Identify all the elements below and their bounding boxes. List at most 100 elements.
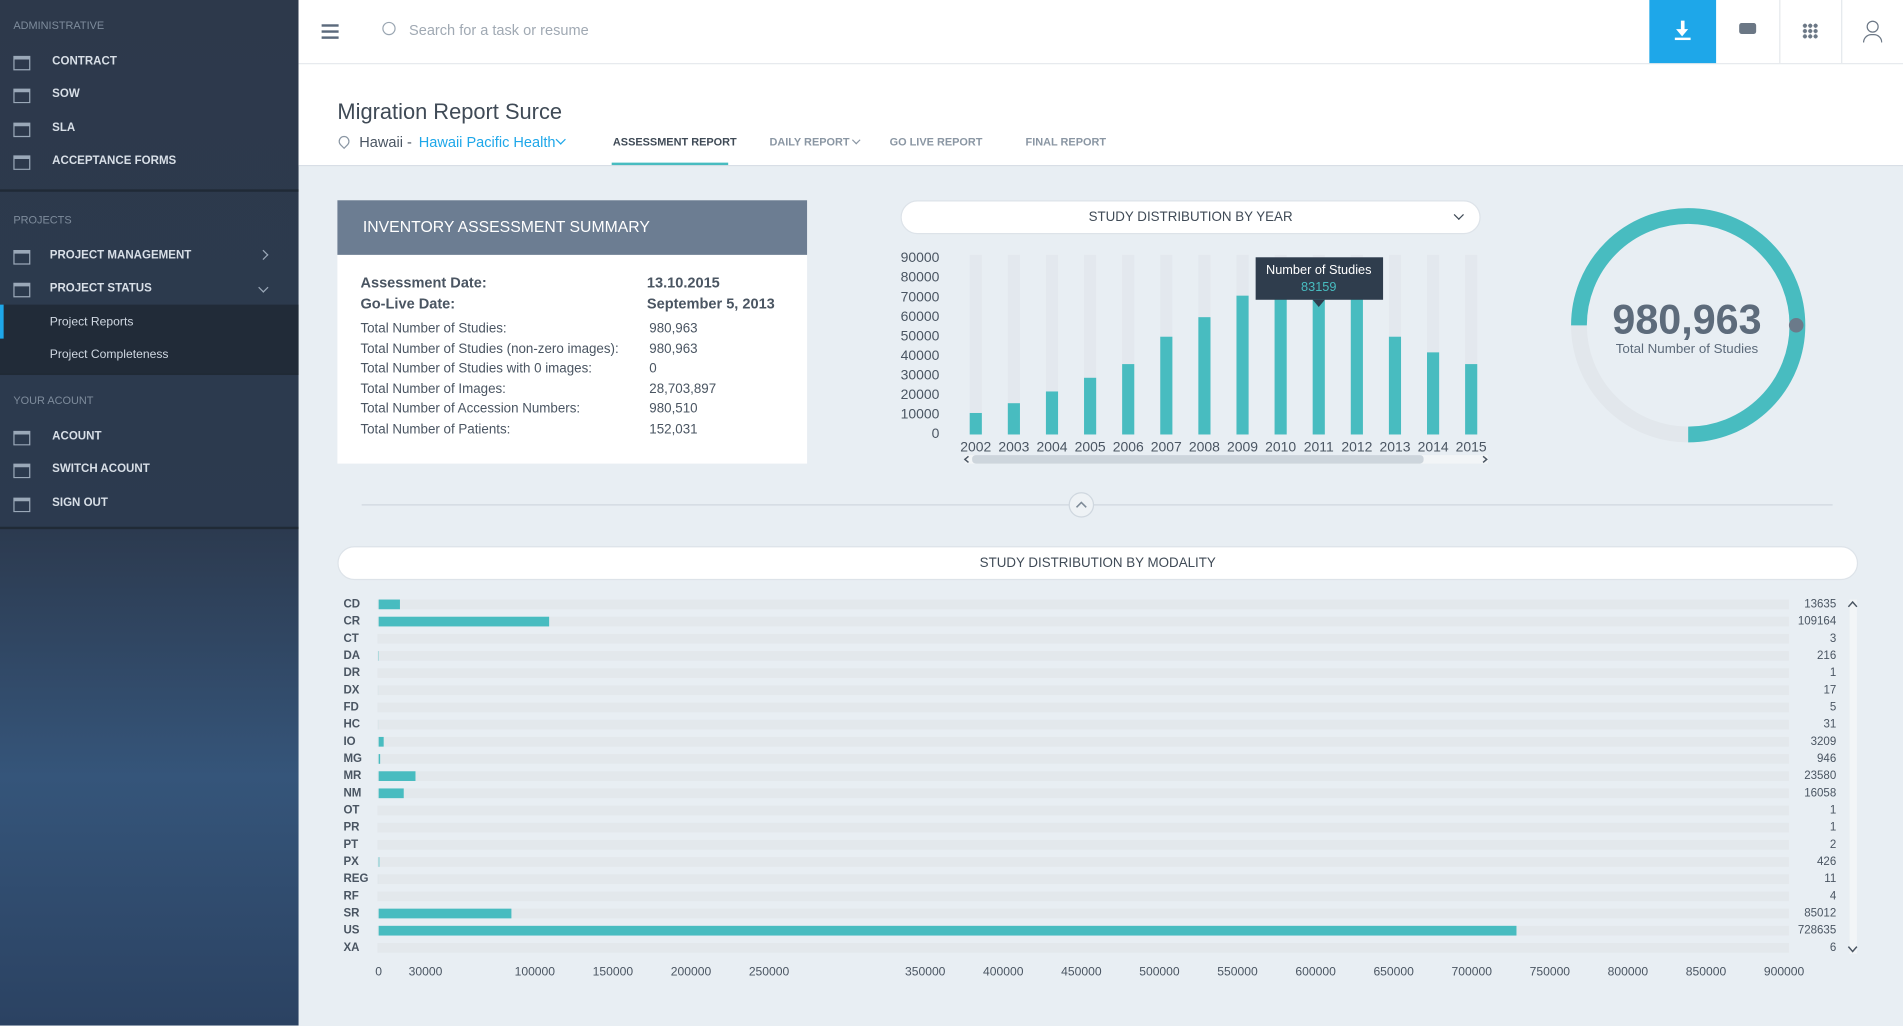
bar <box>1351 296 1363 435</box>
y-tick-label: 0 <box>932 425 940 441</box>
x-tick-label: 200000 <box>671 964 712 978</box>
x-tick-label: 500000 <box>1139 964 1180 978</box>
bar-track <box>377 720 1788 730</box>
value-label: 1 <box>1830 805 1836 817</box>
x-tick-label: 700000 <box>1452 964 1493 978</box>
x-tick-label: 750000 <box>1530 964 1571 978</box>
bar-track <box>377 754 1788 764</box>
value-label: 85012 <box>1804 908 1836 920</box>
x-tick-label: 2005 <box>1075 439 1106 455</box>
x-tick-label: 2006 <box>1113 439 1144 455</box>
value-label: 11 <box>1824 873 1836 885</box>
x-tick-label: 2015 <box>1456 439 1487 455</box>
tooltip-title: Number of Studies <box>1266 262 1371 277</box>
bar-track <box>377 943 1788 953</box>
value-label: 2 <box>1830 839 1836 851</box>
donut-value: 980,963 <box>1612 297 1761 343</box>
bar <box>1236 296 1248 435</box>
bar <box>1275 296 1287 435</box>
category-label: HC <box>343 719 360 731</box>
bar <box>379 617 549 627</box>
category-label: PX <box>343 856 359 868</box>
bar-track <box>377 823 1788 833</box>
bar <box>1046 391 1058 434</box>
x-tick-label: 2004 <box>1036 439 1067 455</box>
category-label: DA <box>343 650 360 662</box>
bar-track <box>377 651 1788 661</box>
category-label: NM <box>343 787 361 799</box>
category-label: CD <box>343 598 360 610</box>
bar <box>379 926 1517 936</box>
value-label: 1 <box>1830 822 1836 834</box>
bar <box>379 737 384 747</box>
y-tick-label: 60000 <box>901 308 940 324</box>
category-label: XA <box>343 942 360 954</box>
category-label: FD <box>343 701 358 713</box>
y-tick-label: 80000 <box>901 269 940 285</box>
category-label: MG <box>343 753 362 765</box>
value-label: 13635 <box>1804 598 1836 610</box>
value-label: 16058 <box>1804 787 1836 799</box>
bar <box>379 754 380 764</box>
bar-track <box>377 857 1788 867</box>
value-label: 728635 <box>1798 925 1836 937</box>
bar <box>379 771 416 781</box>
tooltip-value: 83159 <box>1301 279 1336 294</box>
bar-track <box>377 668 1788 678</box>
donut-knob <box>1789 318 1804 333</box>
x-tick-label: 350000 <box>905 964 946 978</box>
category-label: DX <box>343 684 359 696</box>
value-label: 23580 <box>1804 770 1836 782</box>
category-label: OT <box>343 805 359 817</box>
y-tick-label: 70000 <box>901 288 940 304</box>
x-tick-label: 2002 <box>960 439 991 455</box>
bar <box>379 909 512 919</box>
y-tick-label: 50000 <box>901 327 940 343</box>
category-label: RF <box>343 890 358 902</box>
category-label: CR <box>343 616 360 628</box>
bar <box>1198 317 1210 434</box>
category-label: IO <box>343 736 355 748</box>
x-tick-label: 2014 <box>1418 439 1449 455</box>
bar-track <box>377 771 1788 781</box>
x-tick-label: 2011 <box>1304 439 1334 455</box>
x-tick-label: 30000 <box>409 964 443 978</box>
category-label: SR <box>343 908 360 920</box>
y-tick-label: 20000 <box>901 386 940 402</box>
scroll-thumb[interactable] <box>972 455 1423 463</box>
value-label: 6 <box>1830 942 1836 954</box>
value-label: 109164 <box>1798 616 1837 628</box>
x-tick-label: 0 <box>375 964 382 978</box>
x-tick-label: 600000 <box>1295 964 1336 978</box>
bar <box>1008 403 1020 434</box>
bar <box>379 788 404 798</box>
x-tick-label: 2007 <box>1151 439 1182 455</box>
bar <box>1427 352 1439 434</box>
donut-label: Total Number of Studies <box>1616 341 1759 356</box>
bar-track <box>377 788 1788 798</box>
x-tick-label: 2012 <box>1341 439 1372 455</box>
value-label: 216 <box>1817 650 1836 662</box>
bar-track <box>377 806 1788 816</box>
bar <box>379 600 400 610</box>
y-tick-label: 30000 <box>901 367 940 383</box>
bar-track <box>377 600 1788 610</box>
y-tick-label: 40000 <box>901 347 940 363</box>
value-label: 946 <box>1817 753 1836 765</box>
x-tick-label: 2009 <box>1227 439 1258 455</box>
value-label: 4 <box>1830 890 1837 902</box>
bar-track <box>377 891 1788 901</box>
category-label: PR <box>343 822 360 834</box>
bar <box>1122 364 1134 434</box>
category-label: CT <box>343 633 358 645</box>
x-tick-label: 900000 <box>1764 964 1805 978</box>
x-tick-label: 250000 <box>749 964 790 978</box>
bar-track <box>377 840 1788 850</box>
collapse-button[interactable] <box>1069 493 1093 517</box>
x-tick-label: 650000 <box>1373 964 1414 978</box>
category-label: US <box>343 925 359 937</box>
x-tick-label: 550000 <box>1217 964 1258 978</box>
y-tick-label: 10000 <box>901 406 940 422</box>
category-label: MR <box>343 770 362 782</box>
bar-track <box>377 634 1788 644</box>
